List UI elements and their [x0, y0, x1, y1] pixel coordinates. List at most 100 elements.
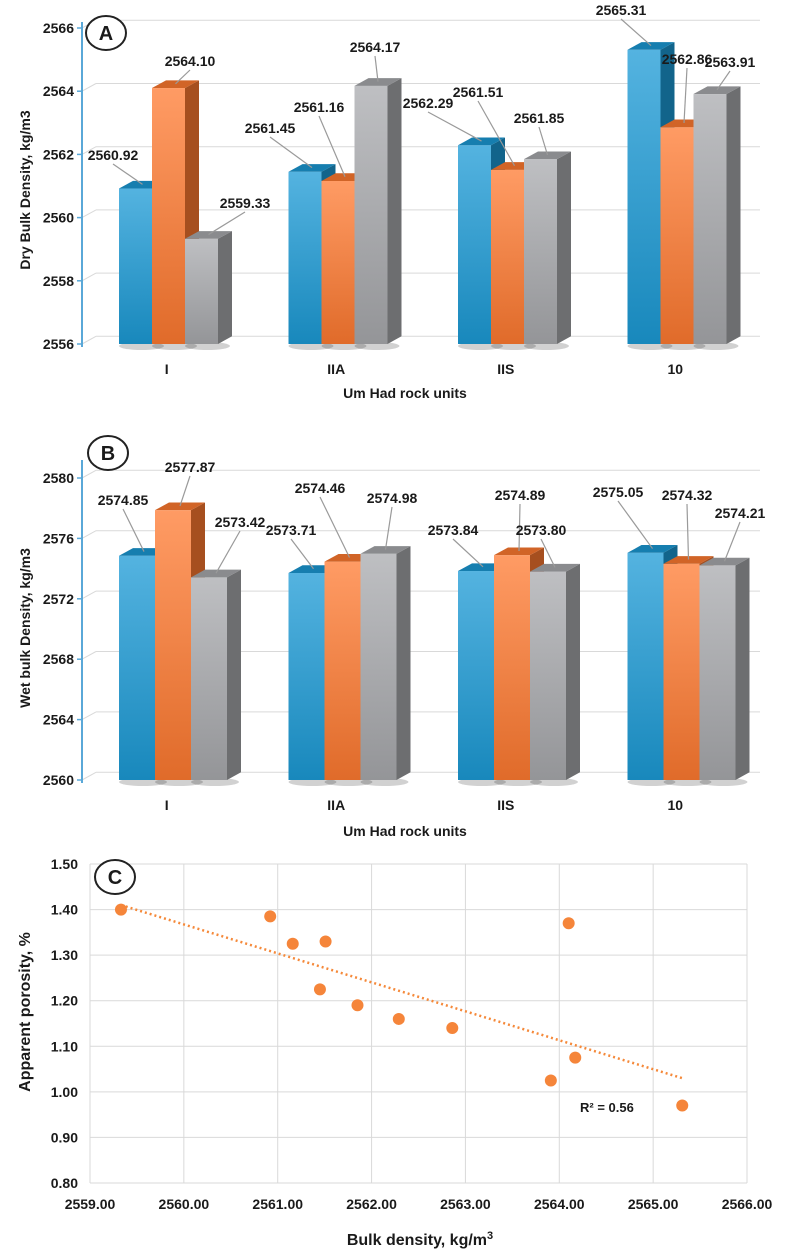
y-tick-label: 2564 — [43, 712, 74, 728]
bar-front — [191, 577, 227, 780]
bar-front — [663, 563, 700, 780]
bar-top — [458, 137, 505, 146]
label-leader — [175, 69, 191, 85]
x-tick-label: 2563.00 — [440, 1196, 491, 1212]
y-axis-title-a: Dry Bulk Density, kg/m3 — [17, 110, 33, 269]
grid-line-diag — [81, 590, 97, 600]
label-leader — [179, 475, 191, 507]
scatter-point — [264, 910, 277, 923]
bar-side — [735, 557, 750, 780]
label-leader — [540, 538, 556, 568]
data-label: 2564.17 — [350, 39, 401, 55]
data-label: 2561.85 — [514, 110, 565, 126]
scatter-point — [562, 917, 575, 930]
bar-top — [663, 556, 714, 564]
y-tick-label: 1.50 — [51, 856, 78, 872]
scatter-point — [313, 983, 326, 996]
label-leader — [620, 18, 652, 47]
data-label: 2573.84 — [428, 522, 479, 538]
bar-side — [396, 546, 411, 780]
y-tick-label: 2556 — [43, 336, 74, 352]
grid-line-diag — [81, 771, 97, 781]
label-leader — [384, 506, 393, 550]
grid-line-diag — [81, 469, 97, 479]
data-label: 2573.71 — [266, 522, 317, 538]
y-tick-label: 2562 — [43, 146, 74, 162]
bar — [191, 569, 241, 786]
bar-front — [119, 188, 152, 344]
y-tick-label: 2560 — [43, 772, 74, 788]
grid-line-diag — [81, 83, 97, 92]
badge-a-label: A — [99, 23, 113, 45]
r-squared-annotation: R² = 0.56 — [580, 1100, 634, 1115]
y-tick-label: 2572 — [43, 591, 74, 607]
label-leader — [318, 115, 346, 177]
data-label: 2577.87 — [165, 459, 216, 475]
bar-front — [324, 561, 361, 780]
x-axis-title-c-main: Bulk density, kg/m — [347, 1232, 487, 1249]
scatter-point — [544, 1074, 557, 1087]
label-leader — [477, 100, 516, 166]
bars-a — [119, 42, 741, 350]
bar-top — [185, 231, 232, 239]
x-tick-label: IIA — [327, 797, 345, 813]
scatter-point — [114, 903, 127, 916]
data-label: 2560.92 — [88, 147, 139, 163]
grid-line-diag — [81, 335, 97, 345]
bar-front — [152, 88, 185, 344]
data-label: 2574.98 — [367, 490, 418, 506]
y-ticks-b: 2560 2564 2568 2572 2576 2580 — [43, 470, 82, 788]
bar-front — [354, 85, 388, 344]
bar-front — [530, 571, 566, 780]
bar-side — [227, 569, 241, 780]
bar — [693, 86, 741, 350]
scatter-point — [392, 1012, 405, 1025]
bar-top — [191, 569, 241, 578]
x-ticks-a: I IIA IIS 10 — [165, 361, 683, 377]
bar-front — [288, 171, 322, 344]
bar-top — [530, 563, 580, 572]
data-label: 2574.21 — [715, 505, 766, 521]
bar-front — [155, 510, 191, 780]
bar-top — [288, 164, 336, 172]
data-label: 2575.05 — [593, 484, 644, 500]
x-ticks-c: 2559.00 2560.00 2561.00 2562.00 2563.00 2564.… — [65, 1196, 773, 1212]
scatter-points — [114, 903, 689, 1112]
y-ticks-c: 0.80 0.90 1.00 1.10 1.20 1.30 1.40 1.50 — [51, 856, 78, 1191]
x-tick-label: 2564.00 — [534, 1196, 585, 1212]
bar-side — [387, 78, 402, 345]
label-leader — [716, 70, 731, 91]
bar-front — [288, 572, 325, 780]
y-tick-label: 2580 — [43, 470, 74, 486]
bar-top — [155, 502, 205, 511]
x-tick-label: 2561.00 — [252, 1196, 303, 1212]
x-axis-title-b: Um Had rock units — [343, 823, 467, 839]
data-label: 2565.31 — [596, 2, 647, 18]
data-label: 2561.45 — [245, 120, 296, 136]
x-tick-label: 2566.00 — [722, 1196, 773, 1212]
bar — [360, 546, 411, 786]
data-label: 2574.32 — [662, 487, 713, 503]
data-label: 2573.80 — [516, 522, 567, 538]
bar-front — [627, 552, 664, 780]
bar-front — [360, 553, 397, 780]
bar-top — [627, 42, 675, 50]
bars-b — [119, 502, 750, 786]
bar-front — [458, 145, 491, 344]
label-leader — [269, 136, 313, 169]
bar-front — [693, 94, 727, 344]
bar — [627, 42, 675, 350]
label-leader — [538, 126, 549, 156]
badge-a: A — [85, 15, 127, 51]
bar-front — [699, 565, 736, 780]
panel-c: 0.80 0.90 1.00 1.10 1.20 1.30 1.40 1.50 2559.00… — [17, 856, 773, 1249]
x-tick-label: 2562.00 — [346, 1196, 397, 1212]
grid-line-diag — [81, 651, 97, 660]
x-tick-label: 2559.00 — [65, 1196, 116, 1212]
scatter-point — [676, 1099, 689, 1112]
scatter-point — [446, 1022, 459, 1035]
data-label: 2559.33 — [220, 195, 271, 211]
x-axis-title-c-sup: 3 — [487, 1230, 493, 1242]
bar-front — [627, 49, 661, 344]
